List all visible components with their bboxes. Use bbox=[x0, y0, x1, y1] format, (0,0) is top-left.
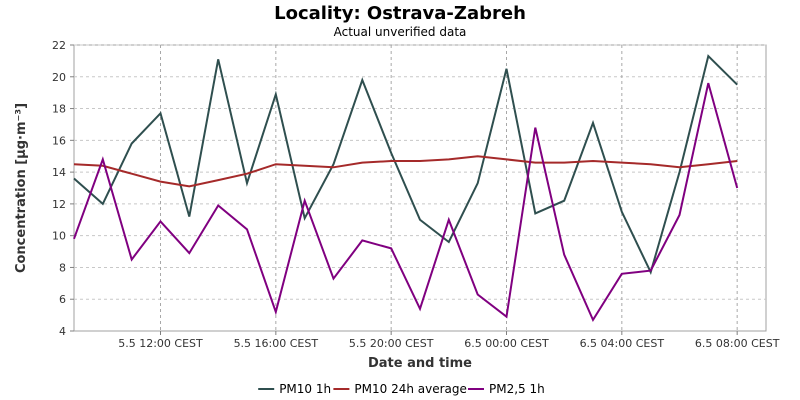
axes: 4 6 8 10 12 14 16 18 20 22 5.5 12:00 CEST 5.5 16:00… bbox=[52, 39, 780, 350]
y-tick-label: 16 bbox=[52, 134, 66, 147]
chart-title: Locality: Ostrava-Zabreh bbox=[274, 3, 526, 24]
x-tick-label: 6.5 00:00 CEST bbox=[464, 337, 549, 350]
x-tick-label: 5.5 12:00 CEST bbox=[118, 337, 203, 350]
series-line-0 bbox=[73, 54, 738, 276]
y-tick-label: 4 bbox=[59, 325, 66, 338]
x-tick-label: 5.5 16:00 CEST bbox=[234, 337, 319, 350]
grid bbox=[74, 44, 766, 331]
plot-area bbox=[73, 44, 767, 332]
y-tick-label: 20 bbox=[52, 71, 66, 84]
legend-label-1: PM10 24h average bbox=[354, 382, 467, 396]
legend-label-0: PM10 1h bbox=[279, 382, 331, 396]
x-axis-label: Date and time bbox=[368, 356, 472, 371]
series-line-1 bbox=[73, 155, 738, 188]
y-tick-label: 18 bbox=[52, 103, 66, 116]
legend: PM10 1h PM10 24h average PM2,5 1h bbox=[258, 382, 545, 396]
chart-subtitle: Actual unverified data bbox=[334, 25, 467, 39]
y-tick-label: 14 bbox=[52, 166, 66, 179]
y-tick-label: 22 bbox=[52, 39, 66, 52]
y-tick-label: 8 bbox=[59, 261, 66, 274]
x-tick-label: 6.5 08:00 CEST bbox=[695, 337, 780, 350]
series-layer bbox=[73, 54, 739, 323]
legend-label-2: PM2,5 1h bbox=[489, 382, 545, 396]
y-tick-label: 10 bbox=[52, 230, 66, 243]
y-tick-label: 12 bbox=[52, 198, 66, 211]
y-axis-label: Concentration [µg·m⁻³] bbox=[14, 103, 29, 273]
x-tick-label: 5.5 20:00 CEST bbox=[349, 337, 434, 350]
x-tick-label: 6.5 04:00 CEST bbox=[580, 337, 665, 350]
y-tick-label: 6 bbox=[59, 293, 66, 306]
series-line-2 bbox=[73, 82, 739, 323]
